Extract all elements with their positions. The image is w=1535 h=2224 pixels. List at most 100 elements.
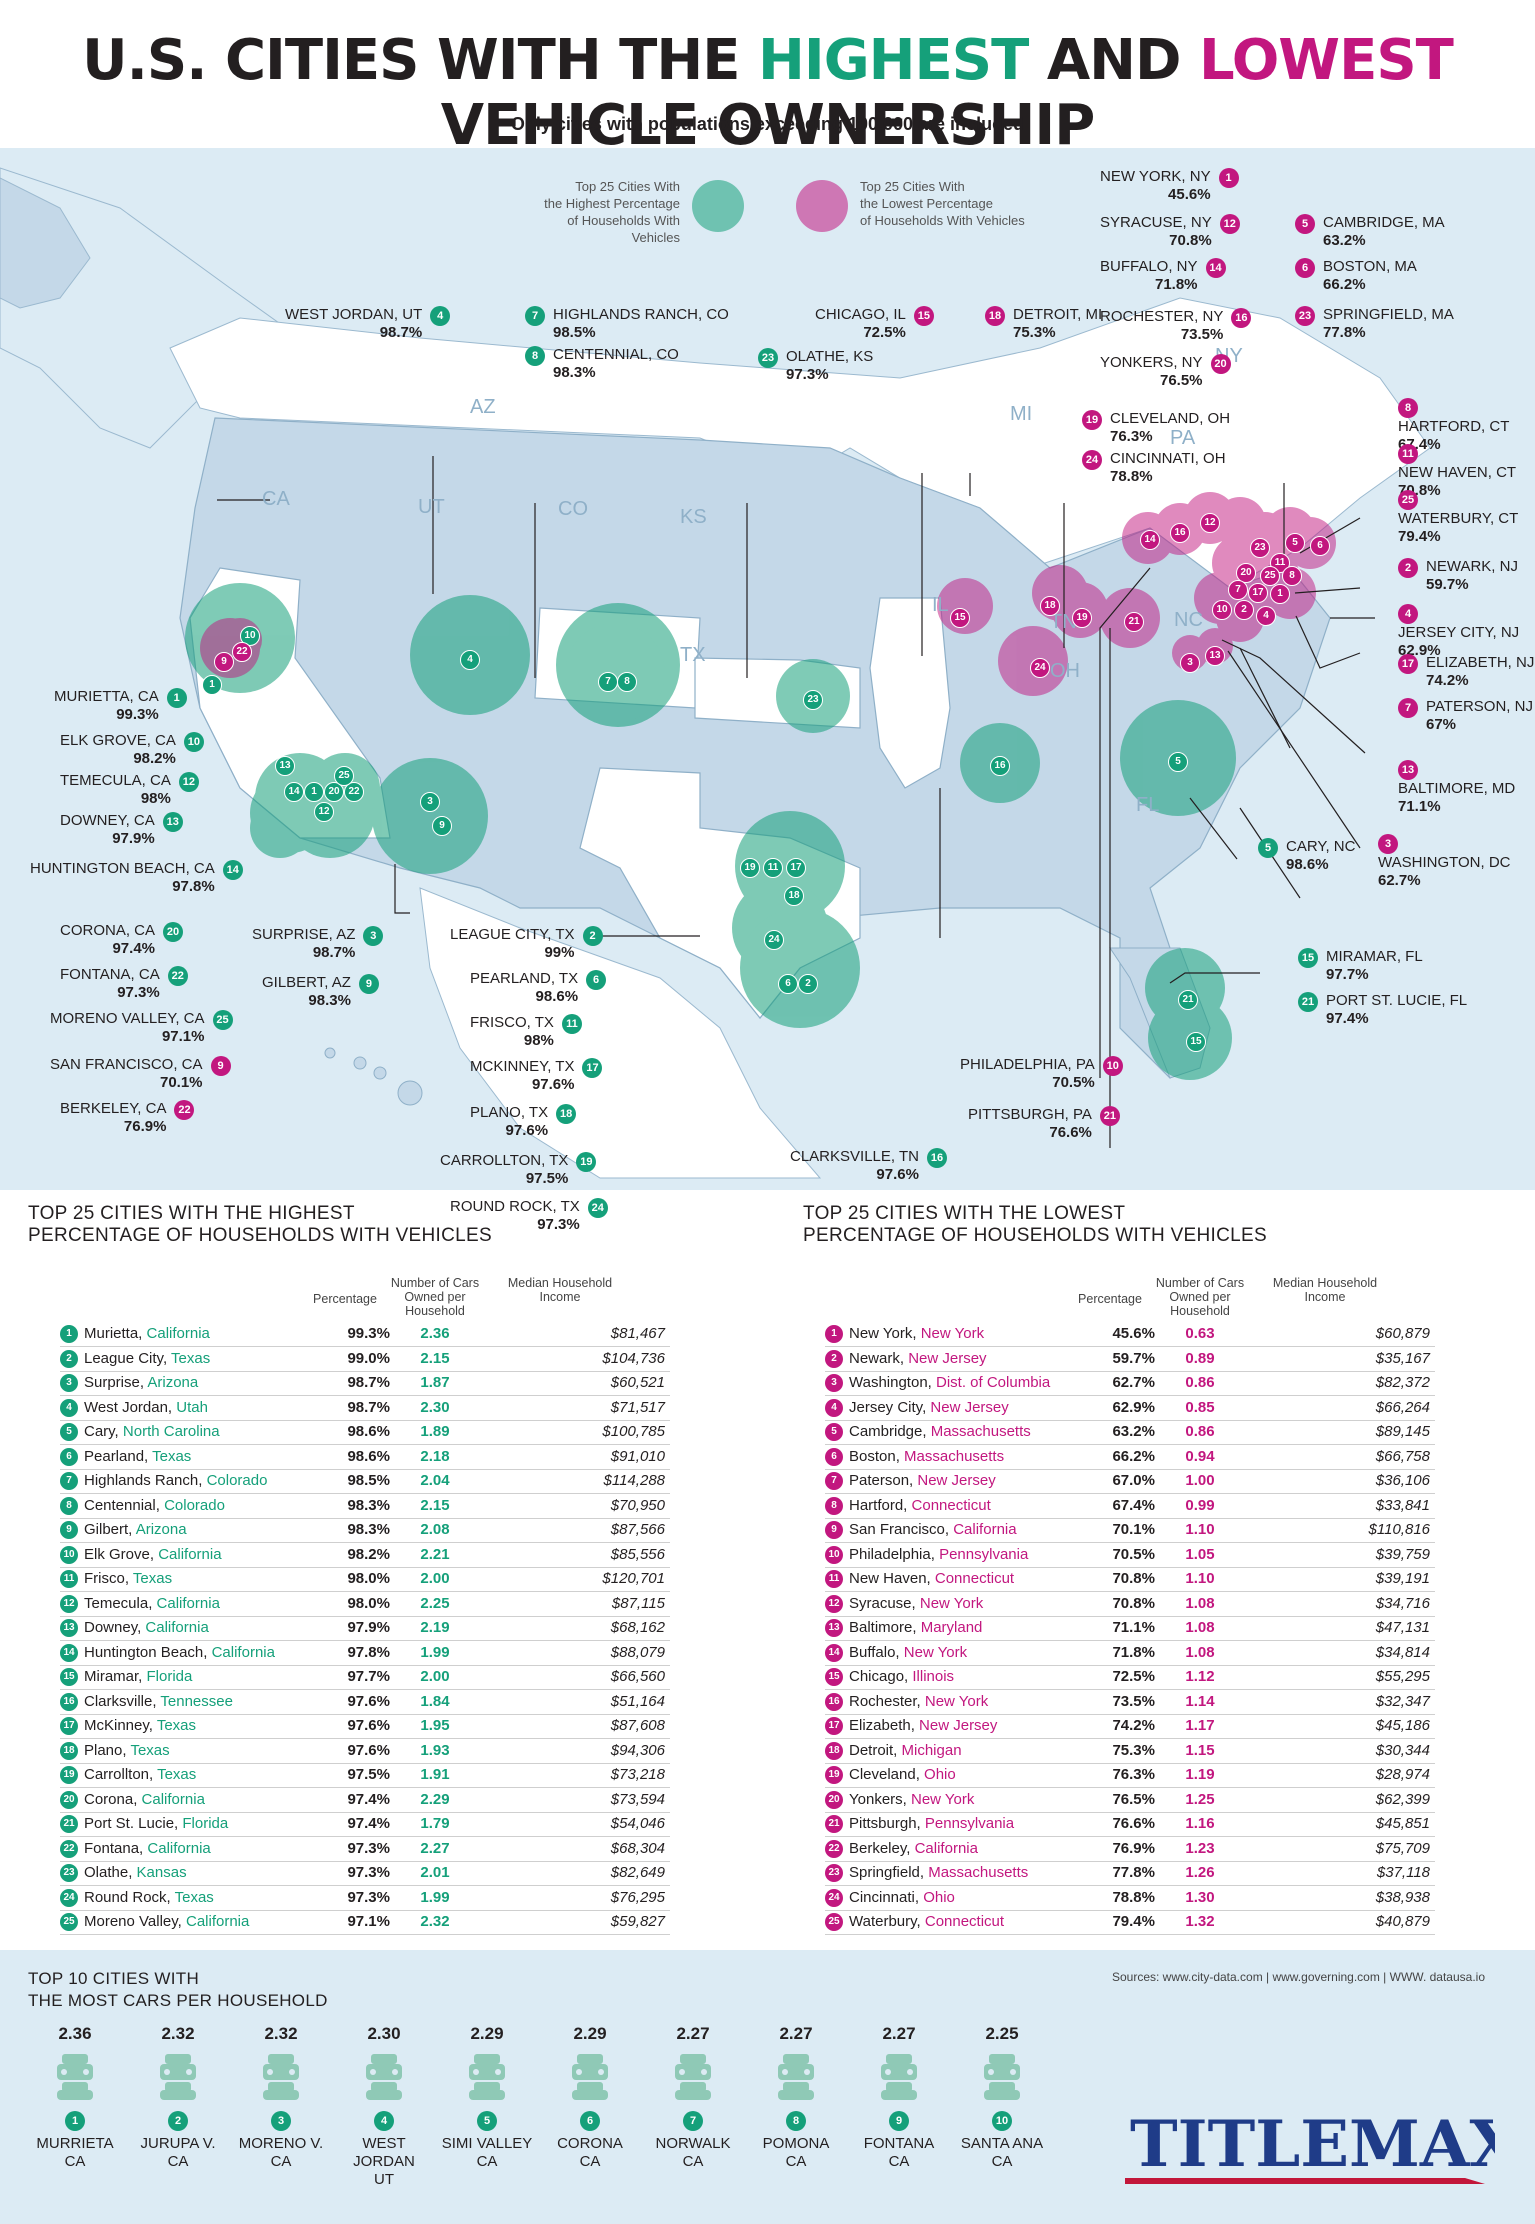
- table-row: 2 Newark, New Jersey 59.7% 0.89 $35,167: [825, 1347, 1435, 1372]
- table-cars: 1.19: [1185, 1766, 1215, 1783]
- table-row: 2 League City, Texas 99.0% 2.15 $104,736: [60, 1347, 670, 1372]
- map-label-newark-nj: 2 NEWARK, NJ 59.7%: [1398, 558, 1518, 594]
- top10-state: UT: [374, 2171, 394, 2188]
- table-percentage: 98.0%: [347, 1570, 390, 1587]
- table-cars: 1.32: [1185, 1913, 1215, 1930]
- table-cars: 1.15: [1185, 1741, 1215, 1759]
- table-row: 25 Moreno Valley, California 97.1% 2.32 $59,…: [60, 1910, 670, 1935]
- table-city: Hartford, Connecticut: [849, 1496, 991, 1514]
- table-income: $45,186: [1375, 1717, 1430, 1734]
- top10-state: CA: [476, 2153, 498, 2170]
- table-city: Philadelphia, Pennsylvania: [849, 1545, 1029, 1563]
- table-row: 22 Berkeley, California 76.9% 1.23 $75,709: [825, 1837, 1435, 1862]
- map-label-city: LEAGUE CITY, TX: [450, 926, 575, 943]
- bubble-rank-badge: 19: [740, 858, 760, 878]
- bubble-rank-badge: 14: [1140, 530, 1160, 550]
- bubble-rank-badge: 13: [275, 756, 295, 776]
- map-label-pct: 97.3%: [786, 366, 829, 383]
- high-table-title: TOP 25 CITIES WITH THE HIGHEST PERCENTAG…: [28, 1203, 492, 1246]
- map-label-city: HIGHLANDS RANCH, CO: [553, 306, 729, 323]
- map-rank-badge: 13: [1398, 760, 1418, 780]
- table-city: Gilbert, Arizona: [84, 1521, 187, 1538]
- map-label-elizabeth-nj: 17 ELIZABETH, NJ 74.2%: [1398, 654, 1534, 690]
- table-row: 16 Clarksville, Tennessee 97.6% 1.84 $51,164: [60, 1690, 670, 1715]
- table-city: Rochester, New York: [849, 1692, 989, 1710]
- map-label-pct: 97.7%: [1326, 966, 1369, 983]
- table-city: Moreno Valley, California: [84, 1913, 250, 1930]
- map-rank-badge: 6: [586, 970, 607, 990]
- map-rank-badge: 19: [576, 1152, 597, 1172]
- rank-badge: 17: [825, 1717, 843, 1735]
- map-label-yonkers-ny: YONKERS, NY 76.5% 20: [1100, 354, 1231, 390]
- car-icon: [675, 2054, 711, 2100]
- table-city: Cary, North Carolina: [84, 1423, 220, 1440]
- top10-value: 2.27: [882, 2024, 916, 2043]
- map-rank-badge: 7: [525, 306, 545, 326]
- map-label-pct: 72.5%: [863, 324, 906, 341]
- map-rank-badge: 3: [363, 926, 384, 946]
- table-cars: 2.18: [420, 1447, 450, 1465]
- table-income: $68,162: [610, 1619, 665, 1636]
- table-row: 12 Temecula, California 98.0% 2.25 $87,115: [60, 1592, 670, 1617]
- bubble-rank-badge: 6: [1310, 536, 1330, 556]
- table-city: Corona, California: [84, 1790, 205, 1808]
- table-percentage: 97.5%: [347, 1766, 390, 1783]
- map-label-new-york-ny: NEW YORK, NY 45.6% 1: [1100, 168, 1239, 204]
- top10-item: 2.25 10 SANTA ANA CA: [952, 2024, 1052, 2171]
- map-label-city: MURIETTA, CA: [54, 688, 159, 705]
- top10-city: WEST JORDAN: [353, 2135, 415, 2170]
- map-label-city: CENTENNIAL, CO: [553, 346, 679, 363]
- map-rank-badge: 13: [162, 812, 183, 832]
- top10-rank-badge: 7: [683, 2111, 703, 2131]
- table-cars: 2.01: [420, 1864, 450, 1881]
- map-label-pct: 76.9%: [123, 1118, 167, 1135]
- map-label-cleveland-oh: 19 CLEVELAND, OH 76.3%: [1082, 410, 1230, 446]
- map-label-pct: 98.7%: [379, 324, 423, 341]
- map-label-pct: 98.6%: [535, 988, 579, 1005]
- table-income: $85,556: [610, 1545, 665, 1563]
- table-cars: 1.14: [1185, 1692, 1215, 1710]
- rank-badge: 22: [60, 1839, 78, 1858]
- top10-rank-badge: 6: [580, 2111, 600, 2131]
- table-city: Syracuse, New York: [849, 1594, 984, 1612]
- map-label-clarksville-tn: CLARKSVILLE, TN 97.6% 16: [790, 1148, 947, 1184]
- table-city: New York, New York: [849, 1325, 985, 1342]
- table-cars: 0.63: [1185, 1325, 1215, 1342]
- table-row: 9 Gilbert, Arizona 98.3% 2.08 $87,566: [60, 1518, 670, 1543]
- table-city: Yonkers, New York: [849, 1790, 975, 1808]
- map-rank-badge: 22: [167, 966, 188, 986]
- table-cars: 2.15: [420, 1349, 450, 1367]
- state-label-az: AZ: [470, 396, 496, 418]
- bubble-rank-badge: 9: [432, 816, 452, 836]
- top10-city: JURUPA V.: [140, 2135, 216, 2152]
- map-label-city: FRISCO, TX: [470, 1014, 554, 1031]
- table-percentage: 98.3%: [347, 1521, 390, 1538]
- rank-badge: 1: [825, 1325, 843, 1343]
- table-row: 21 Port St. Lucie, Florida 97.4% 1.79 $54,04…: [60, 1812, 670, 1837]
- table-city: Frisco, Texas: [84, 1570, 173, 1587]
- map-label-pct: 98.3%: [308, 992, 351, 1009]
- table-row: 19 Cleveland, Ohio 76.3% 1.19 $28,974: [825, 1763, 1435, 1788]
- map-label-city: MORENO VALLEY, CA: [50, 1010, 205, 1027]
- map-label-pct: 79.4%: [1398, 528, 1441, 545]
- map-label-pct: 76.6%: [1049, 1124, 1092, 1141]
- table-percentage: 77.8%: [1112, 1864, 1155, 1881]
- table-percentage: 97.4%: [347, 1815, 390, 1832]
- table-percentage: 76.3%: [1112, 1766, 1155, 1783]
- table-percentage: 98.7%: [347, 1398, 390, 1416]
- map-rank-badge: 9: [210, 1056, 231, 1076]
- map-label-city: YONKERS, NY: [1100, 354, 1203, 371]
- table-row: 24 Cincinnati, Ohio 78.8% 1.30 $38,938: [825, 1886, 1435, 1911]
- map-rank-badge: 10: [183, 732, 204, 752]
- title-highest: HIGHEST: [758, 28, 1029, 93]
- rank-badge: 2: [60, 1349, 78, 1368]
- leader-lines: [217, 456, 1375, 1148]
- table-city: Surprise, Arizona: [84, 1374, 199, 1391]
- map-label-city: PLANO, TX: [470, 1104, 549, 1121]
- map-rank-badge: 25: [1398, 490, 1418, 510]
- table-cars: 1.12: [1185, 1668, 1215, 1685]
- state-label-tx: TX: [680, 644, 706, 666]
- rank-badge: 13: [825, 1619, 843, 1637]
- table-percentage: 71.1%: [1112, 1619, 1155, 1636]
- map-label-city: ROUND ROCK, TX: [450, 1198, 580, 1215]
